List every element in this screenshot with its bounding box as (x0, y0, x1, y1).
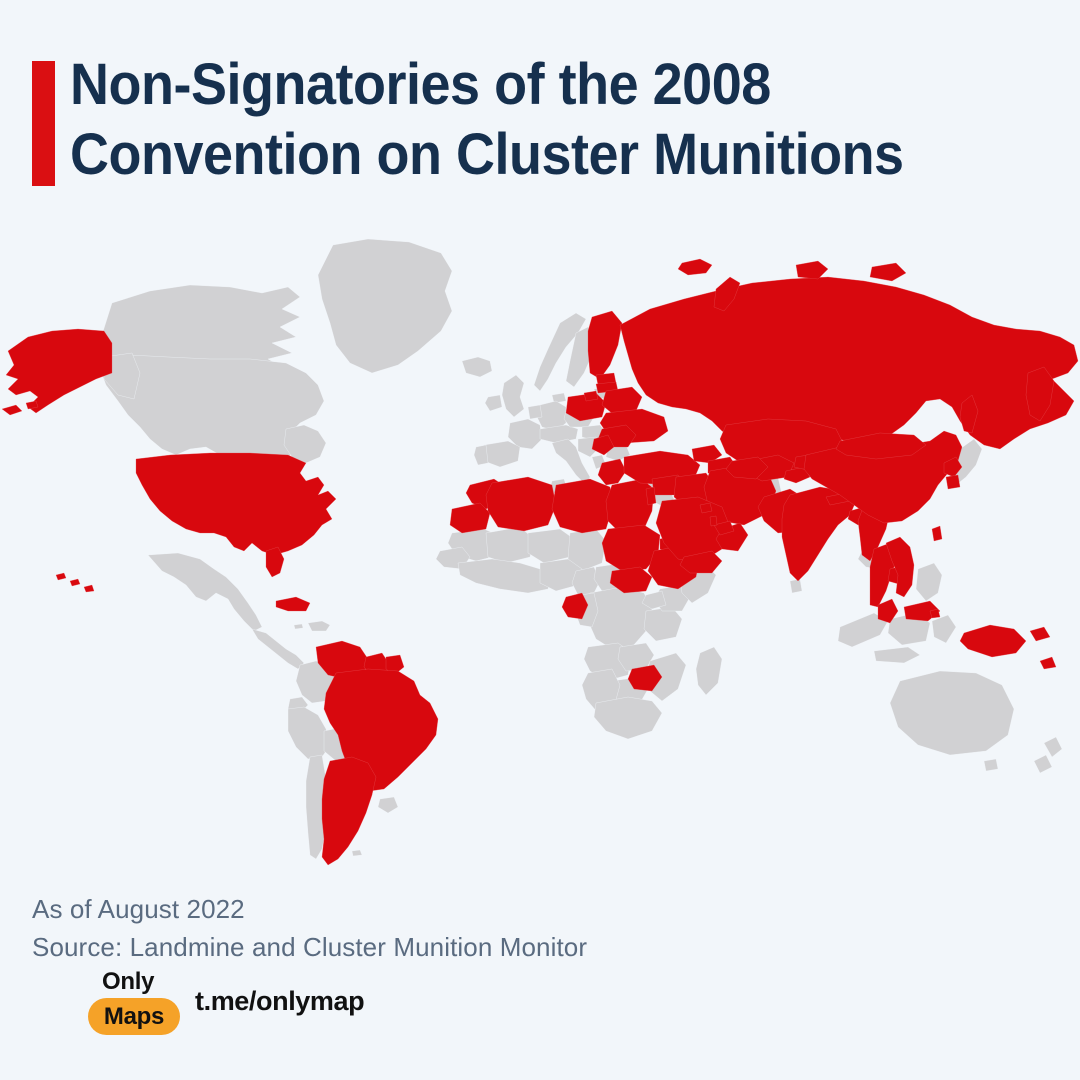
country-libya (552, 479, 612, 533)
country-western-sahara (450, 503, 490, 533)
country-australia (890, 671, 1014, 755)
country-cuba (276, 597, 310, 611)
country-united-kingdom (502, 375, 524, 417)
country-france (508, 419, 542, 449)
country-united-states-alaska (6, 329, 112, 413)
country-russia-novaya-zemlya (714, 277, 740, 311)
country-russia-sakhalin (960, 395, 978, 433)
country-canada-yukon (104, 353, 140, 399)
footer-block: As of August 2022 Source: Landmine and C… (0, 880, 1080, 1080)
country-argentina (322, 757, 376, 865)
country-taiwan (932, 526, 942, 541)
country-russia-severnaya (796, 261, 828, 279)
country-algeria (486, 477, 556, 531)
country-gabon (562, 593, 588, 619)
country-jamaica (294, 624, 303, 629)
country-tasmania (984, 759, 998, 771)
country-russia-novosibirsk (870, 263, 906, 281)
country-uruguay (378, 797, 398, 813)
country-finland (588, 311, 622, 379)
country-south-africa (594, 697, 662, 739)
country-mali (486, 527, 534, 563)
country-russia-kamchatka (1026, 367, 1054, 421)
country-falklands (352, 850, 362, 856)
world-map (0, 233, 1080, 873)
country-united-states-florida (266, 547, 284, 577)
country-united-states-hawaii (56, 573, 94, 592)
country-indonesia-sumatra (838, 613, 888, 647)
country-netherlands-belgium (528, 405, 542, 419)
country-georgia (692, 445, 722, 463)
country-central-america (252, 629, 304, 669)
country-philippines (916, 563, 942, 601)
country-russia (620, 277, 1078, 449)
title-accent-bar (32, 61, 55, 186)
country-indonesia-sulawesi (932, 615, 956, 643)
country-ireland (485, 395, 502, 411)
telegram-handle[interactable]: t.me/onlymap (195, 986, 365, 1016)
country-norway (534, 313, 586, 391)
page-title: Non-Signatories of the 2008 Convention o… (70, 50, 1000, 190)
country-papua-new-guinea (960, 625, 1026, 657)
country-hispaniola (308, 621, 330, 631)
country-canada-east (284, 425, 326, 463)
country-peru (288, 707, 330, 759)
country-qatar (710, 516, 717, 526)
as-of-label: As of August 2022 (32, 894, 245, 924)
country-zimbabwe (628, 665, 662, 691)
onlymaps-logo[interactable]: Only Maps t.me/onlymap (88, 968, 508, 1036)
country-israel (646, 487, 656, 505)
country-suriname (386, 655, 404, 675)
title-block: Non-Signatories of the 2008 Convention o… (0, 0, 1080, 220)
source-label: Source: Landmine and Cluster Munition Mo… (32, 932, 588, 962)
country-tanzania (644, 607, 682, 641)
country-sudan (602, 525, 660, 571)
country-uganda-rwanda (642, 591, 666, 609)
logo-word-only: Only (102, 968, 155, 995)
country-mexico (148, 553, 262, 631)
country-mongolia (836, 433, 926, 459)
country-switzerland-austria (540, 425, 578, 443)
country-niger (528, 529, 574, 563)
country-png-islands (1030, 627, 1056, 669)
country-portugal (474, 445, 488, 465)
country-west-africa-coast (458, 559, 552, 593)
country-indonesia-java (874, 647, 920, 663)
country-turkmenistan (726, 457, 768, 479)
country-serbia (592, 435, 614, 455)
country-yemen (680, 551, 722, 573)
country-kuwait (700, 503, 712, 513)
logo-word-maps: Maps (103, 1002, 165, 1030)
country-new-zealand-south (1034, 755, 1052, 773)
country-south-korea (946, 475, 960, 489)
country-denmark (552, 393, 566, 403)
country-malaysia-peninsular (878, 599, 898, 623)
country-iceland (462, 357, 492, 377)
country-uae (714, 521, 734, 535)
country-egypt (606, 479, 654, 533)
page-title-line-2: Convention on Cluster Munitions (70, 122, 904, 187)
country-vietnam (886, 537, 914, 597)
country-dr-congo (586, 587, 652, 649)
map-layer-highlight (2, 259, 1078, 865)
country-north-korea (944, 457, 962, 477)
country-russia-franz-josef (678, 259, 712, 275)
country-united-states-mainland (136, 453, 336, 555)
country-sri-lanka (790, 579, 802, 593)
page-title-line-1: Non-Signatories of the 2008 (70, 52, 771, 117)
country-brunei (930, 609, 940, 618)
world-map-svg (0, 233, 1080, 873)
country-greece (598, 459, 626, 485)
country-greenland (318, 239, 452, 373)
country-south-sudan (610, 567, 652, 593)
logo-pill: Maps (88, 998, 180, 1035)
country-madagascar (696, 647, 722, 695)
country-united-states-aleutians (2, 401, 38, 415)
country-new-zealand (1044, 737, 1062, 757)
country-russia-kaliningrad (584, 391, 598, 401)
